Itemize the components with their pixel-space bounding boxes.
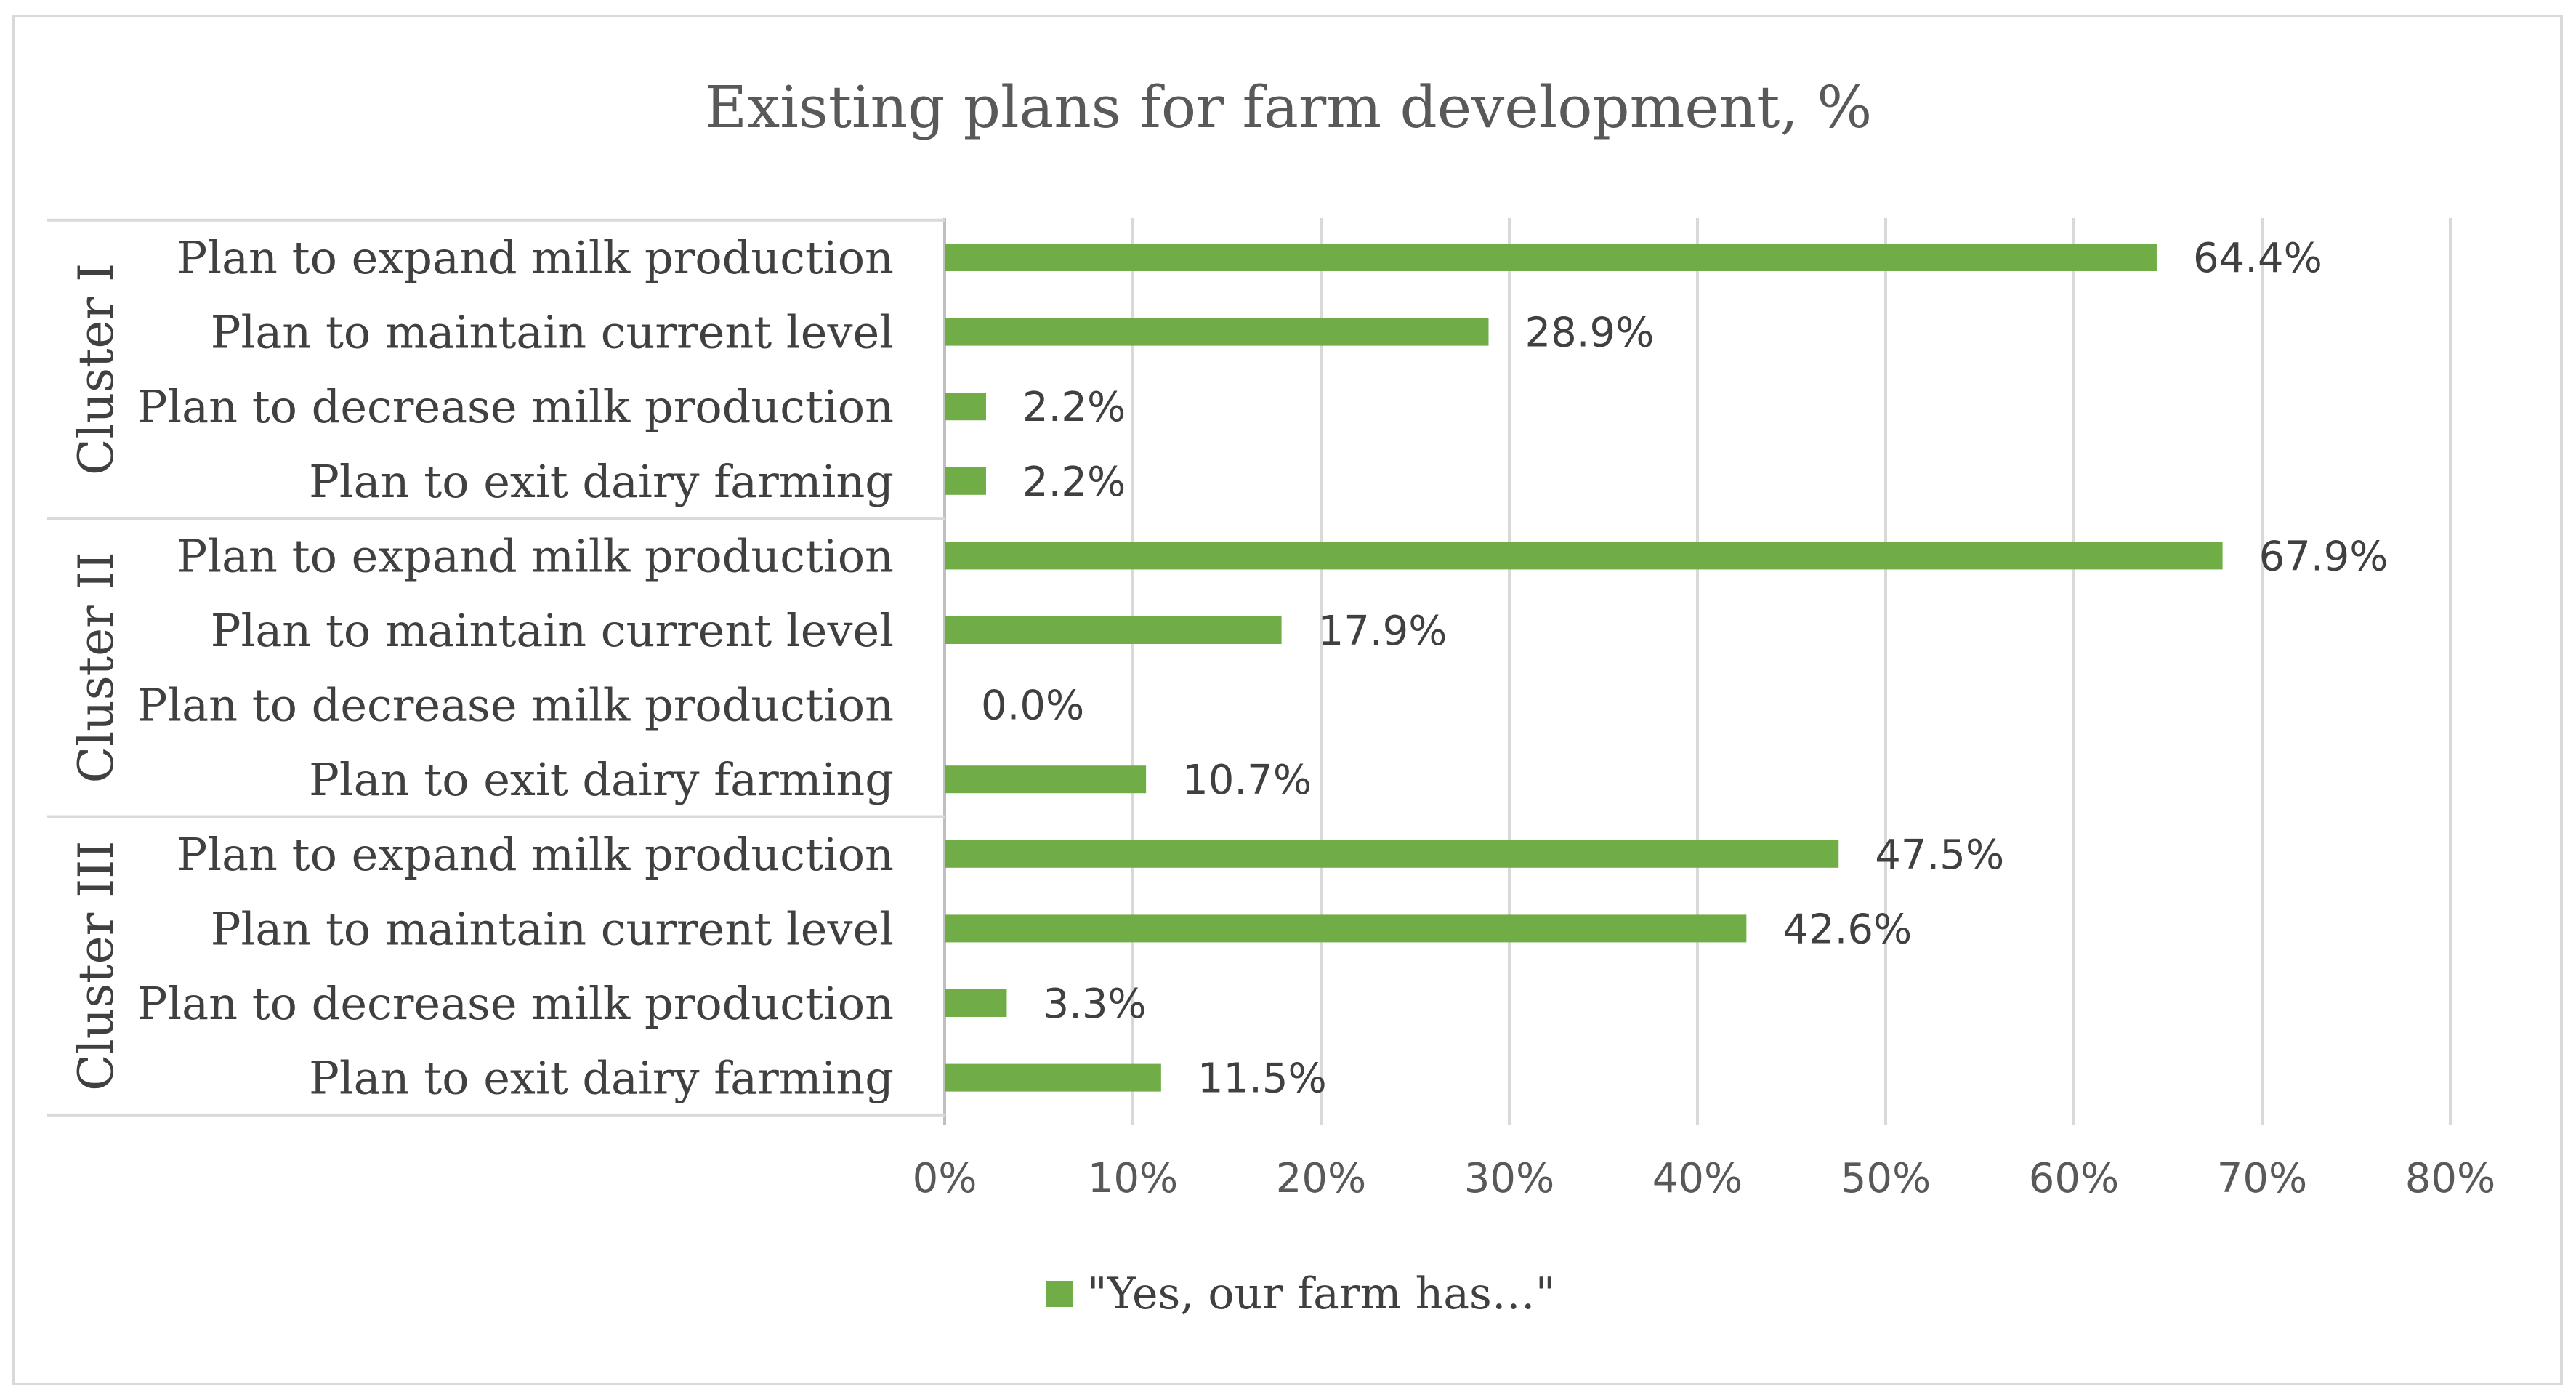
category-label: Plan to expand milk production [177, 828, 894, 881]
cluster-label: Cluster I [68, 263, 124, 475]
category-label: Plan to exit dairy farming [309, 1052, 894, 1105]
category-label: Plan to decrease milk production [137, 380, 894, 433]
chart-title: Existing plans for farm development, % [705, 73, 1873, 141]
bar [945, 616, 1282, 644]
x-tick-label: 50% [1841, 1155, 1931, 1202]
bar [945, 989, 1007, 1017]
cluster-label: Cluster II [68, 552, 124, 783]
data-label: 64.4% [2193, 235, 2322, 282]
data-labels: 64.4% 28.9% 2.2% 2.2% 67.9% 17.9% 0.0% 10.7% 47.… [981, 235, 2389, 1103]
legend: "Yes, our farm has…" [1046, 1268, 1555, 1319]
bar [945, 765, 1147, 794]
data-label: 17.9% [1318, 608, 1448, 655]
bar [945, 244, 2157, 271]
x-axis-ticks: 0% 10% 20% 30% 40% 50% 60% 70% 80% [913, 1155, 2496, 1202]
data-label: 2.2% [1022, 459, 1126, 506]
bar [945, 318, 1489, 346]
category-label: Plan to decrease milk production [137, 679, 894, 732]
category-axis: Cluster I Plan to expand milk production P… [47, 218, 945, 1117]
category-label: Plan to exit dairy farming [309, 455, 894, 508]
x-tick-label: 70% [2217, 1155, 2307, 1202]
x-tick-label: 40% [1652, 1155, 1743, 1202]
grid-layer [943, 218, 2452, 1125]
bar [945, 1063, 1161, 1092]
bar [945, 914, 1747, 943]
data-label: 28.9% [1525, 310, 1655, 357]
bar [945, 467, 986, 495]
category-label: Plan to expand milk production [177, 529, 894, 582]
data-label: 10.7% [1182, 757, 1312, 804]
legend-label: "Yes, our farm has…" [1087, 1268, 1555, 1319]
bar [945, 393, 986, 421]
legend-swatch [1046, 1281, 1073, 1307]
x-tick-label: 80% [2405, 1155, 2495, 1202]
data-label: 67.9% [2259, 533, 2389, 580]
x-tick-label: 10% [1088, 1155, 1178, 1202]
category-label: Plan to decrease milk production [137, 977, 894, 1030]
data-label: 2.2% [1022, 384, 1126, 431]
data-label: 11.5% [1198, 1055, 1327, 1103]
data-label: 0.0% [981, 683, 1084, 730]
category-label: Plan to exit dairy farming [309, 753, 894, 806]
x-tick-label: 20% [1276, 1155, 1366, 1202]
x-tick-label: 60% [2029, 1155, 2119, 1202]
data-label: 47.5% [1875, 832, 2004, 879]
category-label: Plan to maintain current level [211, 902, 894, 955]
cluster-label: Cluster III [68, 841, 124, 1091]
data-label: 42.6% [1782, 906, 1912, 953]
category-label: Plan to expand milk production [177, 231, 894, 284]
data-label: 3.3% [1043, 981, 1146, 1028]
x-tick-label: 0% [913, 1155, 977, 1202]
x-tick-label: 30% [1464, 1155, 1554, 1202]
category-label: Plan to maintain current level [211, 306, 894, 359]
bar-series [945, 244, 2223, 1092]
bar [945, 542, 2223, 570]
bar [945, 840, 1839, 868]
category-label: Plan to maintain current level [211, 604, 894, 657]
